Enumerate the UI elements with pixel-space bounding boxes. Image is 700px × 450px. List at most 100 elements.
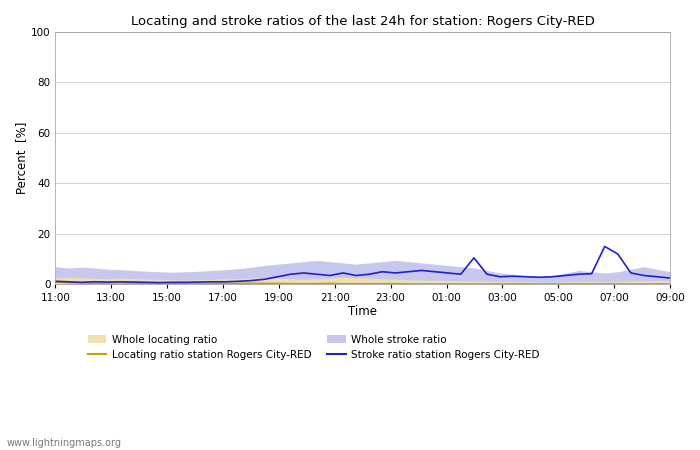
Locating ratio station Rogers City-RED (77, 280, 85, 286)
Locating ratio station Rogers City-RED (601, 281, 609, 287)
Stroke ratio station Rogers City-RED (574, 271, 582, 277)
Stroke ratio station Rogers City-RED (286, 271, 295, 277)
Stroke ratio station Rogers City-RED (561, 273, 570, 278)
Stroke ratio station Rogers City-RED (260, 277, 269, 282)
Stroke ratio station Rogers City-RED (378, 269, 386, 274)
Locating ratio station Rogers City-RED (365, 281, 373, 286)
Stroke ratio station Rogers City-RED (365, 271, 373, 277)
Locating ratio station Rogers City-RED (653, 281, 662, 287)
Stroke ratio station Rogers City-RED (221, 279, 230, 284)
Stroke ratio station Rogers City-RED (339, 270, 347, 276)
Stroke ratio station Rogers City-RED (614, 252, 622, 257)
Locating ratio station Rogers City-RED (405, 281, 413, 287)
Stroke ratio station Rogers City-RED (104, 279, 112, 285)
Stroke ratio station Rogers City-RED (653, 274, 662, 279)
Locating ratio station Rogers City-RED (260, 281, 269, 286)
Locating ratio station Rogers City-RED (182, 281, 190, 286)
Stroke ratio station Rogers City-RED (483, 271, 491, 277)
Stroke ratio station Rogers City-RED (195, 279, 204, 285)
Stroke ratio station Rogers City-RED (130, 279, 138, 285)
Locating ratio station Rogers City-RED (313, 281, 321, 286)
Locating ratio station Rogers City-RED (286, 281, 295, 286)
Locating ratio station Rogers City-RED (155, 281, 164, 286)
Locating ratio station Rogers City-RED (522, 281, 531, 287)
Stroke ratio station Rogers City-RED (391, 270, 400, 276)
Stroke ratio station Rogers City-RED (77, 279, 85, 285)
Locating ratio station Rogers City-RED (535, 281, 543, 287)
Locating ratio station Rogers City-RED (195, 281, 204, 286)
Locating ratio station Rogers City-RED (640, 281, 648, 287)
Locating ratio station Rogers City-RED (378, 281, 386, 286)
Stroke ratio station Rogers City-RED (352, 273, 361, 278)
Stroke ratio station Rogers City-RED (601, 244, 609, 249)
Locating ratio station Rogers City-RED (574, 281, 582, 287)
Locating ratio station Rogers City-RED (51, 279, 60, 285)
Stroke ratio station Rogers City-RED (640, 273, 648, 278)
Locating ratio station Rogers City-RED (116, 280, 125, 286)
Stroke ratio station Rogers City-RED (300, 270, 308, 276)
Locating ratio station Rogers City-RED (483, 281, 491, 287)
Stroke ratio station Rogers City-RED (143, 279, 151, 285)
Locating ratio station Rogers City-RED (614, 281, 622, 287)
Stroke ratio station Rogers City-RED (208, 279, 216, 284)
Stroke ratio station Rogers City-RED (456, 271, 465, 277)
Stroke ratio station Rogers City-RED (587, 271, 596, 276)
Locating ratio station Rogers City-RED (456, 281, 465, 287)
X-axis label: Time: Time (348, 305, 377, 318)
Stroke ratio station Rogers City-RED (274, 274, 282, 279)
Locating ratio station Rogers City-RED (169, 281, 177, 286)
Locating ratio station Rogers City-RED (391, 281, 400, 286)
Locating ratio station Rogers City-RED (208, 281, 216, 286)
Line: Locating ratio station Rogers City-RED: Locating ratio station Rogers City-RED (55, 282, 670, 284)
Text: www.lightningmaps.org: www.lightningmaps.org (7, 438, 122, 448)
Stroke ratio station Rogers City-RED (666, 275, 674, 281)
Locating ratio station Rogers City-RED (496, 281, 504, 287)
Locating ratio station Rogers City-RED (130, 281, 138, 286)
Locating ratio station Rogers City-RED (666, 281, 674, 287)
Locating ratio station Rogers City-RED (300, 281, 308, 286)
Stroke ratio station Rogers City-RED (535, 274, 543, 280)
Stroke ratio station Rogers City-RED (326, 273, 334, 278)
Stroke ratio station Rogers City-RED (522, 274, 531, 279)
Stroke ratio station Rogers City-RED (234, 279, 243, 284)
Locating ratio station Rogers City-RED (234, 281, 243, 286)
Legend: Whole locating ratio, Locating ratio station Rogers City-RED, Whole stroke ratio: Whole locating ratio, Locating ratio sta… (88, 335, 539, 360)
Locating ratio station Rogers City-RED (247, 280, 256, 286)
Stroke ratio station Rogers City-RED (509, 274, 517, 279)
Locating ratio station Rogers City-RED (339, 281, 347, 286)
Stroke ratio station Rogers City-RED (430, 269, 439, 274)
Stroke ratio station Rogers City-RED (548, 274, 556, 279)
Stroke ratio station Rogers City-RED (64, 279, 73, 284)
Locating ratio station Rogers City-RED (509, 281, 517, 287)
Locating ratio station Rogers City-RED (561, 281, 570, 287)
Stroke ratio station Rogers City-RED (182, 279, 190, 285)
Stroke ratio station Rogers City-RED (444, 270, 452, 276)
Locating ratio station Rogers City-RED (626, 281, 635, 287)
Stroke ratio station Rogers City-RED (51, 279, 60, 284)
Y-axis label: Percent  [%]: Percent [%] (15, 122, 28, 194)
Locating ratio station Rogers City-RED (417, 281, 426, 287)
Stroke ratio station Rogers City-RED (470, 255, 478, 261)
Stroke ratio station Rogers City-RED (417, 268, 426, 273)
Locating ratio station Rogers City-RED (326, 281, 334, 286)
Locating ratio station Rogers City-RED (444, 281, 452, 287)
Locating ratio station Rogers City-RED (274, 281, 282, 286)
Stroke ratio station Rogers City-RED (169, 279, 177, 285)
Line: Stroke ratio station Rogers City-RED: Stroke ratio station Rogers City-RED (55, 247, 670, 283)
Stroke ratio station Rogers City-RED (155, 280, 164, 285)
Locating ratio station Rogers City-RED (430, 281, 439, 287)
Locating ratio station Rogers City-RED (90, 281, 99, 286)
Locating ratio station Rogers City-RED (104, 281, 112, 286)
Stroke ratio station Rogers City-RED (116, 279, 125, 284)
Locating ratio station Rogers City-RED (221, 281, 230, 286)
Stroke ratio station Rogers City-RED (90, 279, 99, 284)
Locating ratio station Rogers City-RED (64, 280, 73, 285)
Locating ratio station Rogers City-RED (470, 281, 478, 287)
Locating ratio station Rogers City-RED (143, 281, 151, 286)
Stroke ratio station Rogers City-RED (496, 274, 504, 279)
Locating ratio station Rogers City-RED (587, 281, 596, 287)
Stroke ratio station Rogers City-RED (247, 278, 256, 283)
Stroke ratio station Rogers City-RED (626, 270, 635, 276)
Stroke ratio station Rogers City-RED (313, 271, 321, 277)
Stroke ratio station Rogers City-RED (405, 269, 413, 274)
